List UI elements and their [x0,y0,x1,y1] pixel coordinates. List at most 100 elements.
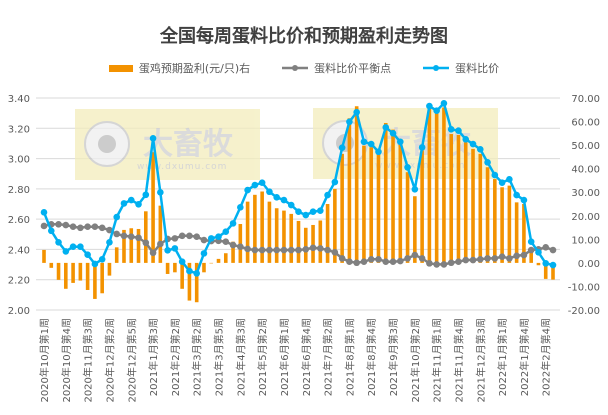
ratio-point [375,148,382,156]
ratio-point [447,126,455,133]
ratio-point [55,239,62,246]
profit-bar [449,134,453,263]
x-tick-label: 2022年2月第4周 [540,318,553,396]
x-tick-label: 2022年1月第1周 [496,318,509,396]
balance-point [84,223,91,231]
balance-point [273,246,280,254]
balance-point [455,258,462,265]
y-right-tick-label: -10.00 [568,282,600,293]
x-tick-label: 2021年4月第3周 [234,318,247,396]
ratio-point [135,201,142,208]
profit-bar [158,205,163,263]
ratio-point [62,248,70,255]
balance-point [411,251,419,259]
ratio-point [113,213,121,221]
profit-bar [471,148,475,263]
x-tick-label: 2020年10月第4周 [60,318,73,403]
profit-bar [463,142,468,263]
profit-bar [398,140,403,263]
profit-bar [289,213,294,263]
profit-bar [56,262,61,280]
balance-point [440,261,448,268]
ratio-point [455,127,462,135]
y-right-tick-label: -20.00 [568,306,600,317]
ratio-point [462,136,470,143]
profit-bar [194,262,199,303]
y-left-tick-label: 2.40 [8,245,30,256]
ratio-point [251,181,259,189]
y-left-tick-label: 2.60 [8,215,30,226]
ratio-point [513,191,520,199]
balance-point [120,232,128,240]
watermark-url: www.dxumu.com [137,162,227,172]
profit-bar [543,262,548,279]
ratio-point [171,245,179,252]
balance-point [222,238,230,246]
x-tick-label: 2021年6月第1周 [278,318,291,396]
profit-bar [296,220,301,263]
profit-bar [456,134,461,263]
balance-point [149,249,157,257]
profit-bar [180,262,184,289]
profit-bar [391,129,395,263]
profit-bar [165,262,170,274]
profit-bar [340,153,344,263]
profit-bar [93,262,97,299]
balance-point [106,226,113,234]
balance-point [142,239,150,247]
legend-swatch-line [282,65,309,71]
ratio-point [338,144,346,151]
profit-bar [551,262,555,280]
y-right-tick-label: 30.00 [571,188,600,199]
balance-point [237,243,244,251]
balance-point [324,246,331,254]
profit-bar [413,196,417,263]
x-tick-label: 2021年3月第5周 [213,318,226,396]
ratio-point [47,227,55,235]
x-tick-label: 2021年11月第1周 [431,318,444,403]
balance-point [171,235,179,242]
watermark-logo-dot [98,135,116,153]
ratio-point [200,250,208,257]
balance-point [375,255,382,263]
profit-bar [536,262,541,266]
ratio-point [411,186,419,193]
x-tick-label: 2022年1月第4周 [518,318,531,396]
balance-point [193,233,200,241]
y-right-tick-label: 0.00 [578,259,600,270]
legend-item-ratio: 蛋料比价 [423,60,499,76]
ratio-point [295,208,302,216]
ratio-point [440,100,448,107]
balance-point [157,240,164,248]
y-right-tick-label: 70.00 [571,94,600,105]
watermark-brand: 大畜牧 [143,127,234,162]
ratio-point [324,191,331,199]
legend-label: 蛋鸡预期盈利(元/只)右 [138,62,251,75]
profit-bar [434,108,439,263]
y-left-tick-label: 2.20 [8,276,30,287]
ratio-point [397,138,404,146]
ratio-point [106,239,113,246]
balance-point [542,244,550,251]
profit-bar [107,262,112,276]
profit-bar [369,147,374,263]
ratio-point [193,270,200,277]
profit-bar [187,262,192,301]
ratio-point [229,220,237,227]
balance-point [98,224,106,232]
x-tick-label: 2021年8月第1周 [343,318,356,396]
ratio-point [353,108,360,116]
profit-bar [202,262,206,273]
ratio-point [302,211,310,219]
profit-bar [85,262,90,290]
balance-point [506,255,513,262]
profit-bar [260,191,264,263]
ratio-point [491,171,499,179]
balance-point [113,230,121,238]
x-tick-label: 2021年6月第4周 [300,318,313,396]
x-tick-label: 2020年10月第1周 [38,318,51,403]
ratio-point [426,102,433,110]
profit-bar [347,118,352,263]
profit-bar [507,185,512,263]
ratio-point [149,134,157,142]
